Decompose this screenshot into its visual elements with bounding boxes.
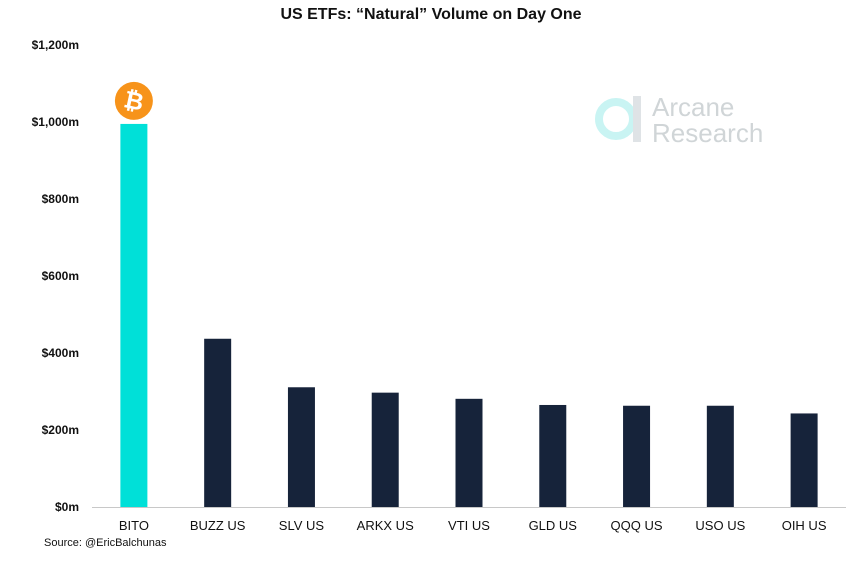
- bar-qqq-us: [623, 405, 651, 507]
- x-tick-label: BUZZ US: [190, 518, 246, 533]
- y-tick-label: $400m: [42, 346, 79, 360]
- bar-buzz-us: [204, 338, 232, 507]
- y-tick-label: $800m: [42, 192, 79, 206]
- bitcoin-icon: ₿: [114, 81, 153, 120]
- bar-bito: [120, 123, 148, 508]
- y-tick-label: $1,200m: [32, 38, 79, 52]
- x-tick-label: QQQ US: [611, 518, 663, 533]
- bar-gld-us: [539, 404, 567, 507]
- x-tick-label: VTI US: [448, 518, 490, 533]
- bar-oih-us: [790, 413, 818, 507]
- x-tick-label: USO US: [695, 518, 745, 533]
- source-note: Source: @EricBalchunas: [44, 537, 167, 549]
- bar-vti-us: [455, 398, 483, 507]
- y-tick-label: $200m: [42, 423, 79, 437]
- y-tick-label: $600m: [42, 269, 79, 283]
- chart-title: US ETFs: “Natural” Volume on Day One: [280, 6, 582, 23]
- x-tick-label: GLD US: [529, 518, 578, 533]
- y-axis: $0m $200m $400m $600m $800m $1,000m $1,200m: [32, 38, 79, 514]
- bar-arkx-us: [371, 392, 399, 507]
- x-tick-label: ARKX US: [357, 518, 414, 533]
- watermark-line-1: Arcane: [652, 92, 735, 122]
- bar-slv-us: [287, 387, 315, 507]
- x-axis: BITO BUZZ US SLV US ARKX US VTI US GLD US QQQ …: [119, 518, 827, 533]
- watermark-line-2: Research: [652, 118, 764, 148]
- x-tick-label: SLV US: [279, 518, 325, 533]
- y-tick-label: $0m: [55, 500, 79, 514]
- y-tick-label: $1,000m: [32, 115, 79, 129]
- x-tick-label: OIH US: [782, 518, 827, 533]
- arcane-logo-icon: [595, 96, 641, 142]
- bar-uso-us: [706, 405, 734, 507]
- bars: ₿: [114, 81, 818, 508]
- x-tick-label: BITO: [119, 518, 149, 533]
- arcane-research-watermark: Arcane Research: [594, 94, 784, 146]
